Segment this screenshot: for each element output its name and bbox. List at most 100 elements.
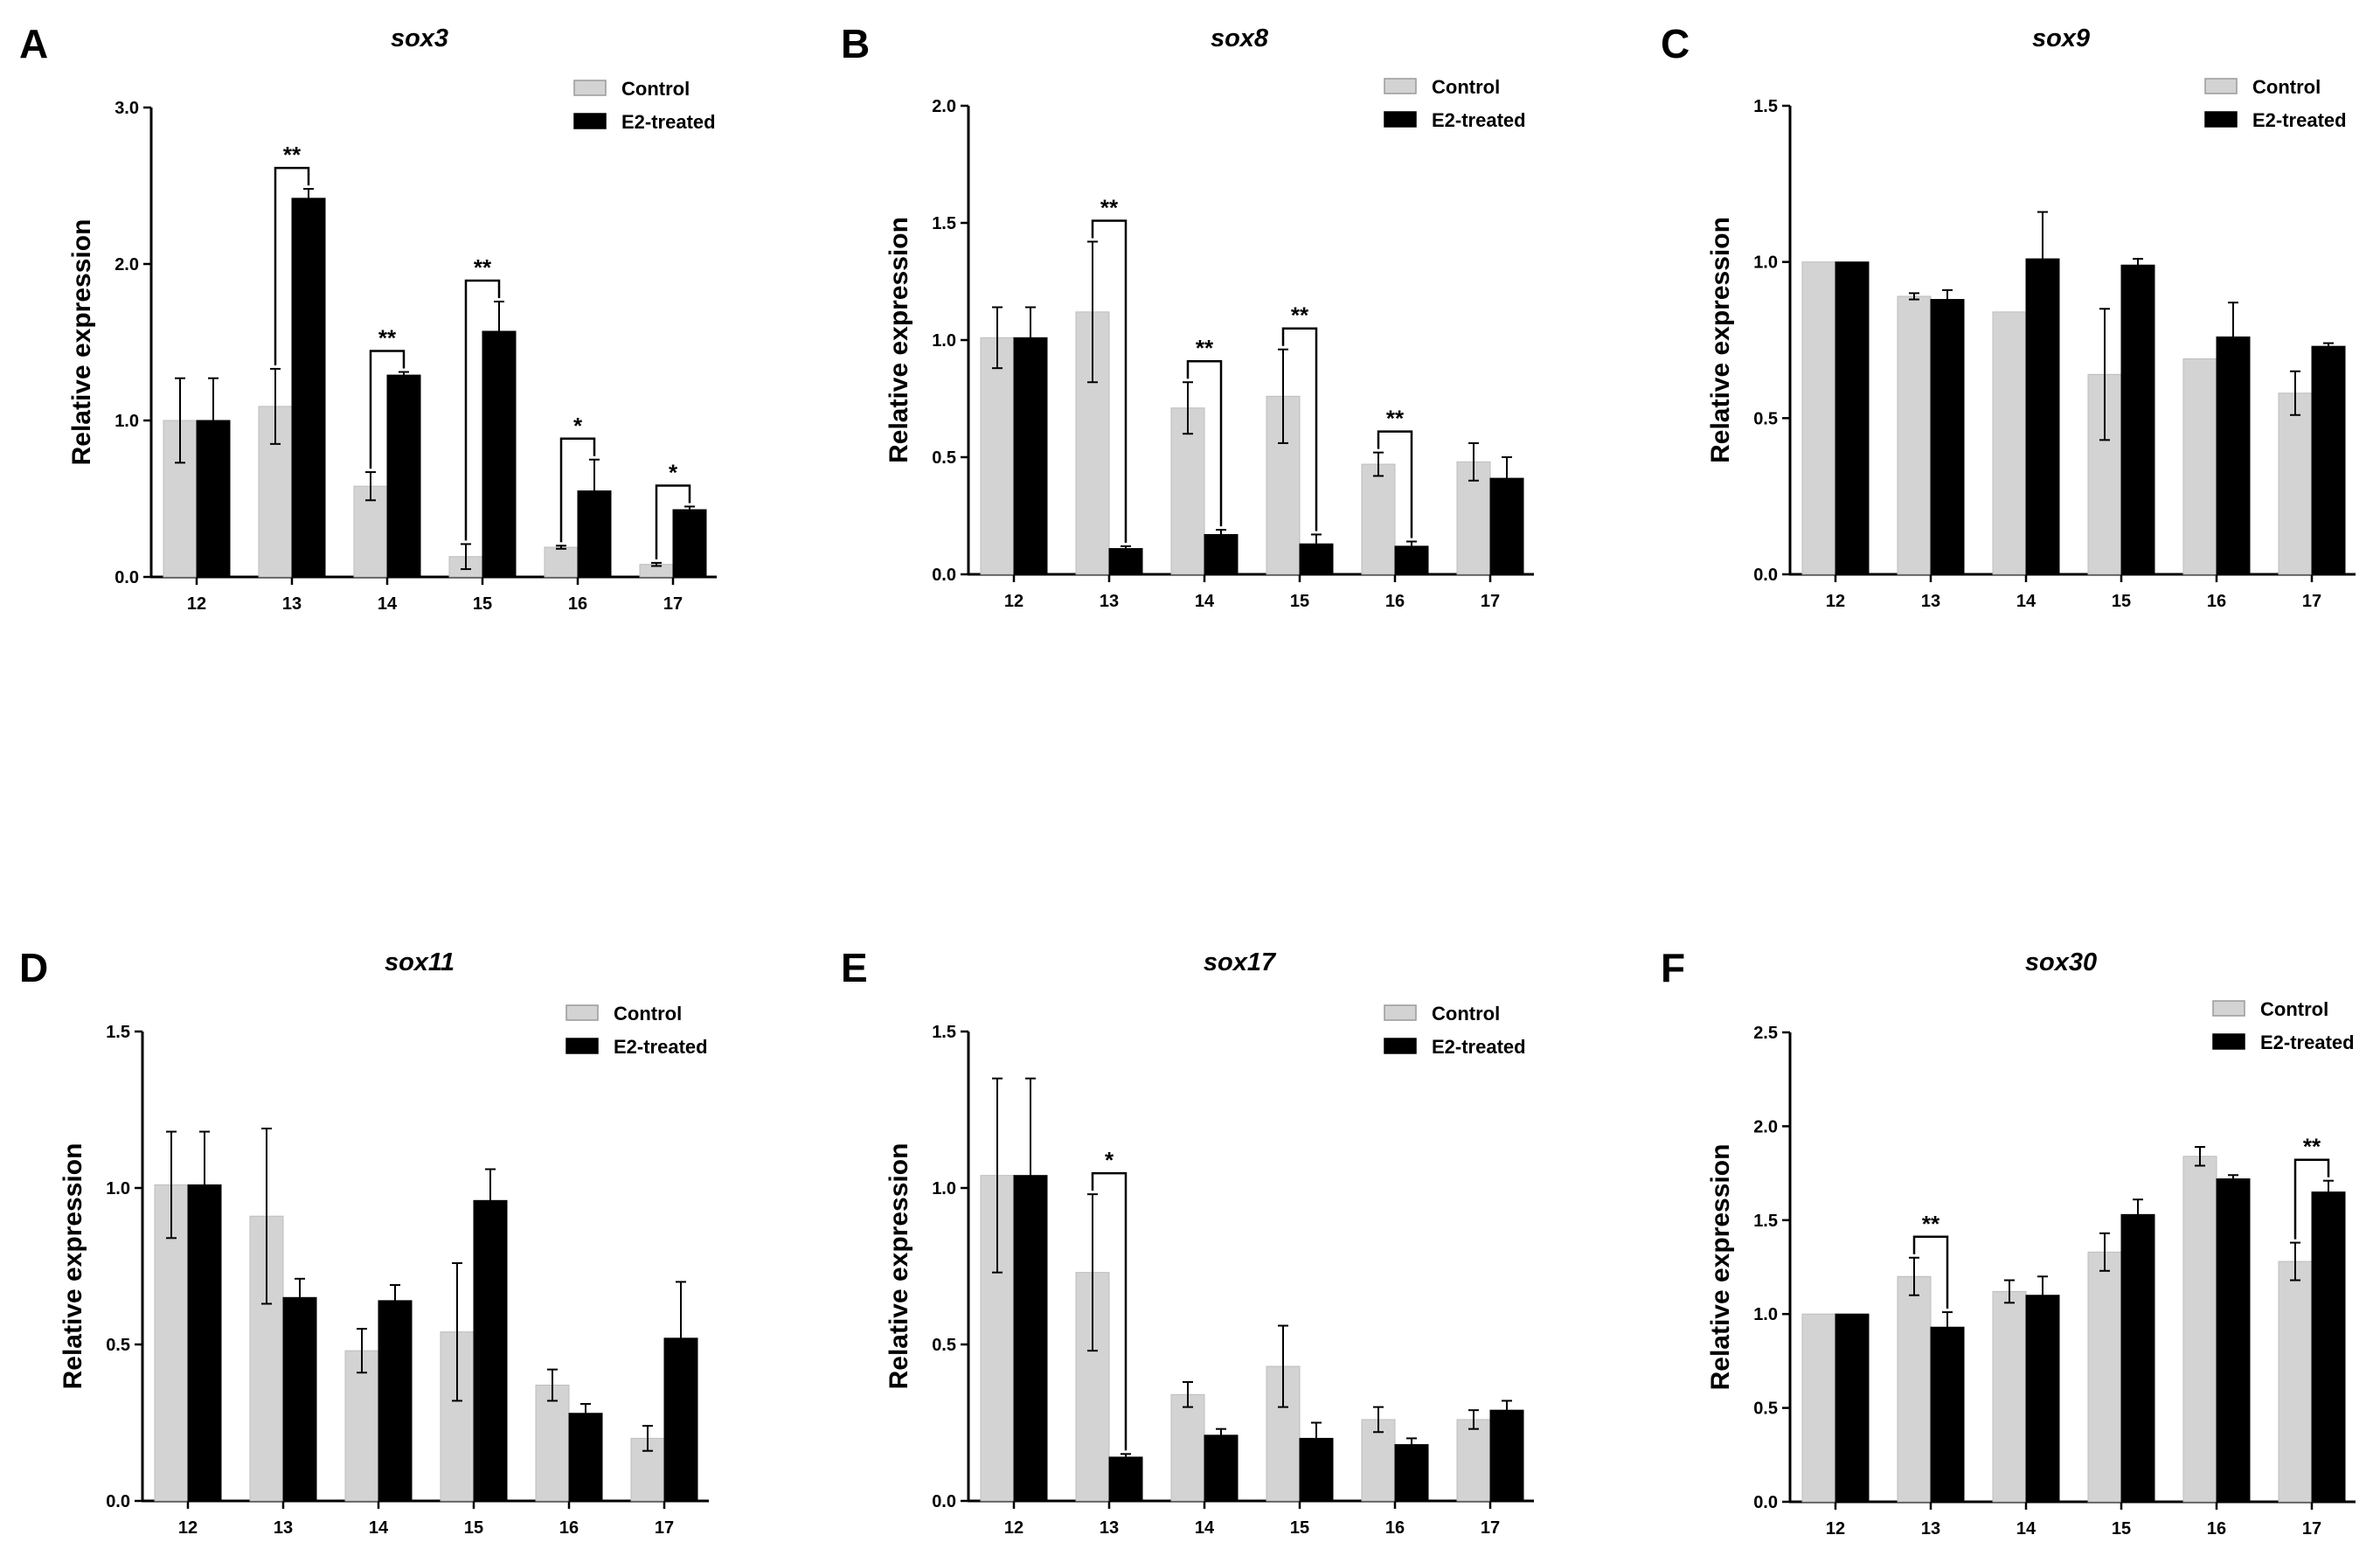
y-tick-label: 0.0 <box>114 568 139 587</box>
chart-title: sox9 <box>2032 24 2090 52</box>
bar-control <box>2182 358 2217 575</box>
x-tick-label: 15 <box>464 1518 483 1538</box>
x-tick-label: 13 <box>1921 1519 1940 1539</box>
x-tick-label: 14 <box>2016 592 2037 611</box>
significance-marker: ** <box>1291 302 1309 329</box>
significance-marker: ** <box>2303 1134 2321 1160</box>
bar-e2-treated <box>2120 1213 2155 1503</box>
y-tick-label: 1.0 <box>106 1179 130 1198</box>
y-tick-label: 1.5 <box>1753 1212 1778 1231</box>
legend-label: Control <box>614 1003 682 1025</box>
chart-title: sox17 <box>1204 948 1277 976</box>
x-tick-label: 14 <box>2016 1519 2037 1539</box>
y-tick-label: 0.0 <box>1753 566 1778 585</box>
legend-swatch <box>1384 1038 1417 1054</box>
bar-e2-treated <box>1204 1434 1239 1502</box>
y-tick-label: 0.5 <box>932 448 956 468</box>
bar-control <box>2278 392 2313 575</box>
significance-marker: ** <box>283 142 302 168</box>
x-tick-label: 16 <box>1385 1518 1405 1538</box>
significance-bracket <box>274 166 310 365</box>
bar-e2-treated <box>1013 337 1048 575</box>
bar-e2-treated <box>482 330 517 578</box>
bar-e2-treated <box>1108 1456 1143 1502</box>
bar-e2-treated <box>282 1296 317 1502</box>
y-tick-label: 1.0 <box>1753 254 1778 273</box>
y-axis-label: Relative expression <box>1706 1144 1735 1391</box>
bar-control <box>2278 1261 2313 1503</box>
y-tick-label: 1.0 <box>1753 1305 1778 1324</box>
legend-label: Control <box>2252 76 2321 98</box>
y-tick-label: 0.5 <box>106 1336 130 1355</box>
chart-title: sox3 <box>391 24 448 52</box>
x-tick-label: 16 <box>559 1518 579 1538</box>
significance-bracket <box>1281 327 1318 531</box>
legend-label: E2-treated <box>621 111 716 133</box>
x-tick-label: 13 <box>1100 592 1119 611</box>
significance-marker: * <box>669 459 678 485</box>
y-tick-label: 2.0 <box>1753 1117 1778 1136</box>
x-tick-label: 14 <box>1195 1518 1215 1538</box>
bar-e2-treated <box>1204 533 1239 575</box>
legend-label: Control <box>1432 76 1500 98</box>
y-tick-label: 0.0 <box>106 1492 130 1511</box>
y-tick-label: 0.0 <box>932 566 956 585</box>
x-tick-label: 13 <box>1100 1518 1119 1538</box>
bar-e2-treated <box>1489 1409 1524 1502</box>
significance-bracket <box>1377 430 1413 538</box>
legend-label: E2-treated <box>2260 1032 2355 1053</box>
y-axis-label: Relative expression <box>1706 217 1735 463</box>
y-tick-label: 1.0 <box>932 1179 956 1198</box>
legend-label: Control <box>2260 998 2328 1020</box>
bar-control <box>1992 311 2027 575</box>
bar-e2-treated <box>473 1199 508 1502</box>
x-tick-label: 17 <box>2302 592 2321 611</box>
bar-e2-treated <box>672 509 707 578</box>
y-tick-label: 0.5 <box>1753 409 1778 428</box>
chart-title: sox8 <box>1211 24 1269 52</box>
significance-bracket <box>1186 359 1223 527</box>
legend-swatch <box>1384 111 1417 128</box>
bar-e2-treated <box>2120 264 2155 575</box>
legend-swatch <box>566 1004 599 1021</box>
x-tick-label: 13 <box>1921 592 1940 611</box>
bar-e2-treated <box>2311 345 2346 575</box>
legend-swatch <box>573 80 607 96</box>
significance-marker: ** <box>378 325 397 351</box>
x-tick-label: 15 <box>2112 592 2131 611</box>
bar-control <box>1897 1275 1932 1503</box>
x-tick-label: 17 <box>1481 1518 1500 1538</box>
panel-label: C <box>1661 21 1690 66</box>
x-tick-label: 17 <box>2302 1519 2321 1539</box>
x-tick-label: 12 <box>1004 1518 1023 1538</box>
legend-label: E2-treated <box>2252 109 2347 131</box>
bar-e2-treated <box>1835 261 1870 575</box>
x-tick-label: 12 <box>178 1518 198 1538</box>
x-tick-label: 17 <box>1481 592 1500 611</box>
y-tick-label: 0.0 <box>932 1492 956 1511</box>
x-tick-label: 14 <box>369 1518 389 1538</box>
bar-control <box>1897 295 1932 575</box>
y-tick-label: 2.5 <box>1753 1024 1778 1043</box>
bar-e2-treated <box>1108 548 1143 575</box>
legend-swatch <box>566 1038 599 1054</box>
significance-bracket <box>559 437 596 543</box>
significance-marker: * <box>573 413 583 439</box>
significance-marker: * <box>1105 1147 1114 1173</box>
x-tick-label: 15 <box>1290 1518 1309 1538</box>
legend-swatch <box>1384 1004 1417 1021</box>
significance-bracket <box>1091 1171 1128 1451</box>
legend-label: E2-treated <box>614 1036 708 1058</box>
significance-marker: ** <box>1196 335 1214 361</box>
x-tick-label: 16 <box>1385 592 1405 611</box>
bar-control <box>535 1385 570 1502</box>
y-tick-label: 2.0 <box>932 97 956 116</box>
y-tick-label: 1.5 <box>932 1023 956 1042</box>
legend-swatch <box>1384 78 1417 94</box>
x-tick-label: 15 <box>473 594 492 614</box>
bar-control <box>1361 1419 1396 1502</box>
y-tick-label: 1.5 <box>106 1023 130 1042</box>
